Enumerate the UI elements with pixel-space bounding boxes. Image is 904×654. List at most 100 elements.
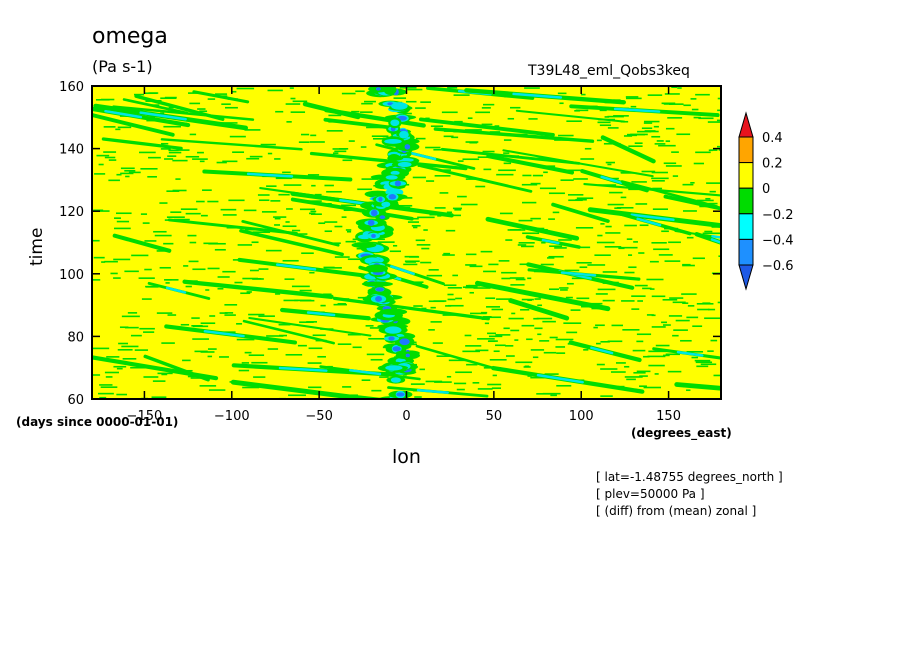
field-streak-core [613, 107, 661, 113]
field-dash [98, 392, 114, 395]
field-streak-core [560, 271, 597, 277]
field-dash [620, 196, 627, 199]
field-dash [93, 209, 104, 212]
y-tick-label: 160 [59, 80, 84, 95]
field-dash [207, 98, 216, 100]
field-streak [239, 228, 344, 257]
band-core [404, 144, 411, 150]
field-streak-core [590, 346, 614, 355]
field-dash [234, 281, 243, 284]
field-streak [192, 90, 250, 104]
field-dash [696, 199, 714, 202]
field-dash [185, 285, 192, 288]
field-dash [96, 154, 110, 157]
field-dash [462, 158, 480, 161]
field-dash [443, 135, 454, 138]
field-dash [544, 373, 559, 375]
field-dash [430, 125, 444, 128]
field-dash [275, 293, 281, 295]
field-dash [457, 195, 467, 198]
field-dash [555, 346, 566, 348]
field-dash [298, 141, 310, 143]
field-dash [219, 356, 229, 358]
field-streak [160, 138, 303, 151]
y-tick-label: 80 [67, 330, 84, 345]
field-dash [164, 158, 174, 160]
field-dash [451, 136, 459, 139]
field-dash [615, 362, 626, 364]
field-dash [559, 287, 569, 289]
field-dash [434, 207, 446, 209]
field-dash [467, 117, 473, 119]
field-dash [417, 216, 435, 219]
band-core [367, 219, 375, 226]
field-dash [217, 276, 230, 278]
field-dash [291, 229, 301, 232]
field-dash [291, 233, 308, 235]
field-dash [99, 396, 107, 399]
field-dash [662, 324, 671, 326]
field-dash [360, 111, 373, 113]
field-dash [648, 350, 667, 353]
field-dash [189, 133, 197, 136]
field-dash [641, 127, 653, 130]
field-dash [505, 345, 514, 347]
field-dash [717, 301, 721, 304]
field-dash [453, 94, 470, 96]
field-dash [631, 308, 640, 310]
y-tick-label: 140 [59, 143, 84, 158]
field-dash [600, 223, 605, 225]
field-dash [611, 324, 624, 327]
field-dash [665, 165, 682, 167]
field-dash [185, 155, 200, 158]
field-dash [683, 104, 691, 107]
field-dash [248, 313, 265, 316]
field-dash [527, 375, 532, 377]
field-dash [393, 97, 407, 99]
field-dash [706, 182, 721, 184]
field-dash [283, 299, 299, 302]
field-dash [480, 250, 493, 253]
field-dash [465, 253, 477, 256]
field-dash [575, 109, 589, 112]
field-dash [690, 181, 695, 184]
field-dash [600, 368, 618, 370]
band-cell [387, 155, 404, 161]
field-dash [595, 293, 608, 295]
field-dash [92, 239, 100, 242]
field-dash [496, 173, 514, 176]
colorbar-segment [738, 213, 754, 240]
field-dash [510, 284, 525, 286]
field-streak [508, 298, 570, 321]
field-dash [559, 102, 564, 105]
field-dash [197, 108, 206, 110]
field-dash [372, 137, 387, 140]
field-dash [415, 239, 426, 242]
field-dash [626, 133, 645, 136]
field-dash [144, 268, 152, 271]
field-dash [566, 331, 578, 334]
field-dash [92, 279, 101, 281]
field-dash [404, 255, 419, 258]
field-dash [412, 217, 419, 220]
field-dash [189, 102, 201, 105]
field-dash [167, 155, 177, 157]
field-dash [664, 93, 680, 95]
field-dash [651, 135, 661, 138]
field-streak-core [630, 213, 675, 222]
field-streak [663, 194, 721, 211]
band-core [375, 87, 381, 91]
band-core [375, 296, 383, 302]
field-dash [643, 122, 653, 124]
field-dash [426, 180, 435, 182]
field-dash [345, 240, 356, 243]
field-dash [682, 183, 694, 186]
field-dash [110, 272, 118, 275]
field-dash [505, 239, 513, 241]
field-dash [308, 347, 323, 350]
field-dash [275, 177, 292, 180]
field-dash [547, 257, 555, 259]
field-dash [656, 140, 664, 142]
field-dash [558, 239, 572, 241]
field-dash [622, 329, 640, 331]
